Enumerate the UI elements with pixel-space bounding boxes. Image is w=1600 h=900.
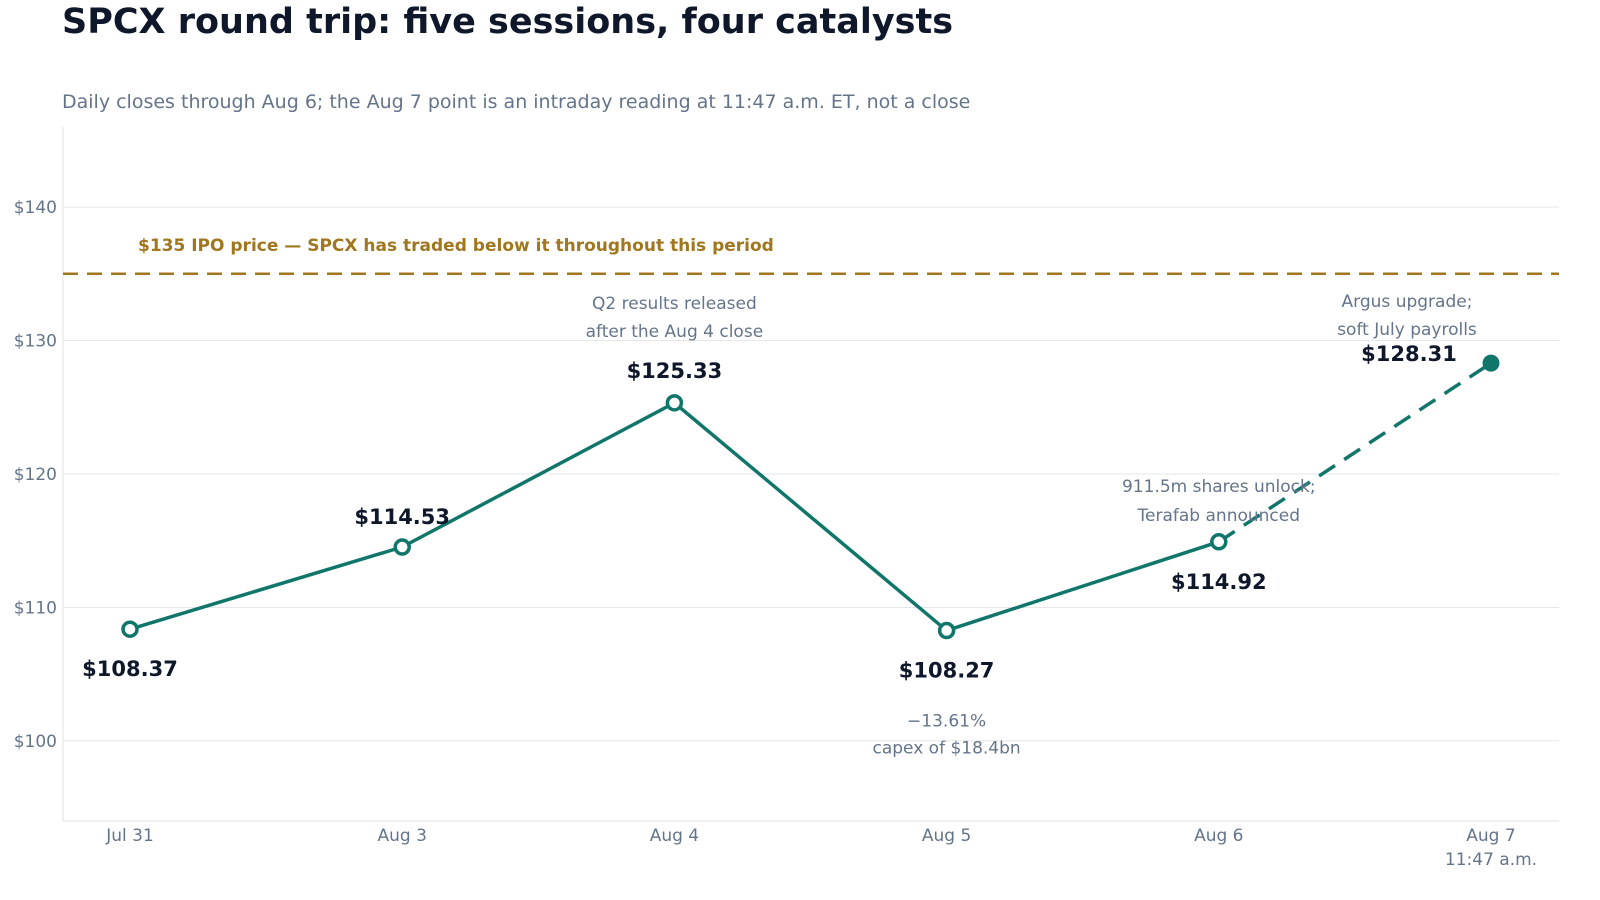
- annotation-text: capex of $18.4bn: [872, 739, 1020, 759]
- data-point: [937, 621, 956, 640]
- annotation-text: after the Aug 4 close: [586, 322, 764, 342]
- data-point: [121, 620, 139, 638]
- x-tick-label: Jul 31: [105, 826, 154, 846]
- catalyst-annotations: Q2 results released after the Aug 4 close…: [586, 292, 1477, 758]
- y-tick-label: $100: [14, 732, 57, 752]
- x-tick-label: Aug 6: [1194, 826, 1243, 846]
- data-point: [1210, 533, 1228, 551]
- annotation-text: −13.61%: [907, 712, 986, 732]
- series-line-closes: [129, 401, 1220, 633]
- x-tick-label: Aug 7: [1466, 826, 1515, 846]
- ipo-reference-line: $135 IPO price — SPCX has traded below i…: [63, 236, 1559, 276]
- y-tick-label: $130: [14, 332, 57, 352]
- y-axis-ticks: $100 $110 $120 $130 $140: [14, 198, 57, 752]
- x-tick-label: Aug 3: [377, 826, 426, 846]
- value-labels: $108.37 $114.53 $125.33 $108.27 $114.92 $128.…: [82, 342, 1457, 682]
- data-point: [393, 538, 411, 556]
- annotation-text: Q2 results released: [592, 294, 757, 314]
- y-tick-label: $110: [14, 598, 57, 618]
- reference-line-label: $135 IPO price — SPCX has traded below i…: [138, 236, 774, 256]
- annotation-text: soft July payrolls: [1337, 320, 1477, 340]
- x-tick-label: 11:47 a.m.: [1445, 850, 1537, 870]
- series-line-intraday: [1217, 361, 1492, 544]
- data-point-intraday: [1482, 354, 1500, 372]
- value-label: $114.53: [354, 505, 450, 529]
- grid-lines: [63, 206, 1559, 742]
- y-tick-label: $120: [14, 465, 57, 485]
- annotation-text: Argus upgrade;: [1342, 292, 1473, 312]
- data-point: [665, 394, 684, 412]
- value-label: $108.27: [899, 659, 995, 683]
- x-axis-ticks: Jul 31 Aug 3 Aug 4 Aug 5 Aug 6 Aug 7 11:47 a.m…: [105, 826, 1537, 870]
- annotation-text: Terafab announced: [1137, 506, 1300, 526]
- value-label: $128.31: [1361, 342, 1457, 366]
- value-label: $114.92: [1171, 570, 1267, 594]
- annotation-text: 911.5m shares unlock;: [1122, 477, 1316, 497]
- x-tick-label: Aug 4: [650, 826, 699, 846]
- x-tick-label: Aug 5: [922, 826, 971, 846]
- value-label: $108.37: [82, 657, 178, 681]
- y-tick-label: $140: [14, 198, 57, 218]
- chart-subtitle: Daily closes through Aug 6; the Aug 7 po…: [62, 91, 971, 113]
- value-label: $125.33: [627, 359, 723, 383]
- axes: [62, 127, 1559, 822]
- price-series: [121, 354, 1500, 640]
- chart-title: SPCX round trip: five sessions, four cat…: [62, 2, 954, 42]
